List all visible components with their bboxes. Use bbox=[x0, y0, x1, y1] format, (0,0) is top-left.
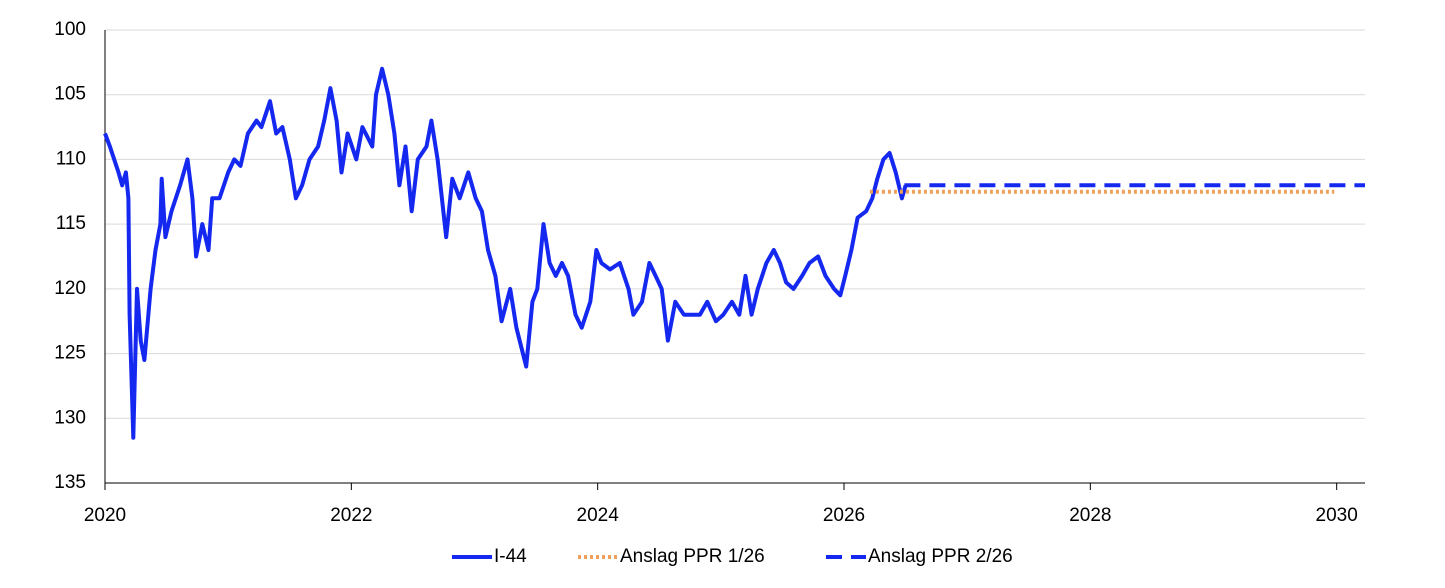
x-tick-label: 2024 bbox=[577, 505, 620, 526]
y-tick-label: 100 bbox=[54, 19, 86, 40]
y-tick-label: 135 bbox=[54, 472, 86, 493]
legend-label: I-44 bbox=[494, 546, 527, 567]
y-tick-label: 130 bbox=[54, 407, 86, 428]
x-tick-label: 2020 bbox=[84, 505, 126, 526]
x-tick-label: 2028 bbox=[1069, 505, 1111, 526]
x-tick-label: 2022 bbox=[330, 505, 372, 526]
legend-label: Anslag PPR 2/26 bbox=[868, 546, 1013, 567]
x-tick-label: 2030 bbox=[1316, 505, 1358, 526]
legend-label: Anslag PPR 1/26 bbox=[620, 546, 765, 567]
y-tick-label: 125 bbox=[54, 343, 86, 364]
y-tick-label: 110 bbox=[56, 148, 86, 169]
y-tick-label: 120 bbox=[54, 278, 86, 299]
series-line bbox=[103, 66, 908, 440]
y-tick-label: 105 bbox=[54, 84, 86, 105]
x-tick-label: 2026 bbox=[823, 505, 865, 526]
y-tick-label: 115 bbox=[56, 213, 86, 234]
